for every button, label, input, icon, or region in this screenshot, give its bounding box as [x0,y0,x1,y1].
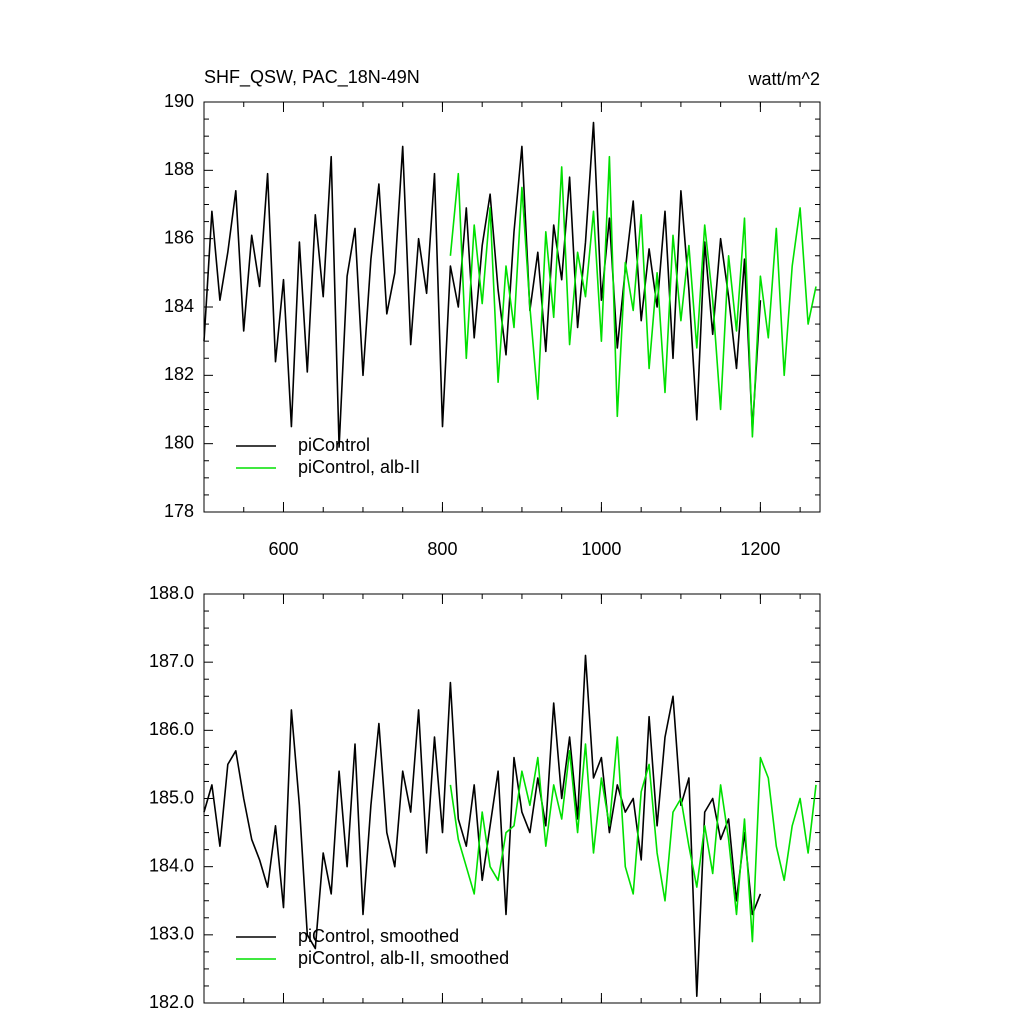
chart-title: SHF_QSW, PAC_18N-49N [204,67,420,88]
y-tick-label: 184.0 [149,855,194,875]
y-tick-label: 178 [164,501,194,521]
y-tick-label: 190 [164,91,194,111]
y-tick-label: 185.0 [149,787,194,807]
series-line [449,736,817,943]
legend-label: piControl, alb-II [298,457,420,477]
y-tick-label: 184 [164,296,194,316]
series-line [203,654,762,997]
plot-frame [203,101,821,513]
y-tick-label: 186 [164,227,194,247]
y-tick-label: 187.0 [149,651,194,671]
legend-label: piControl, alb-II, smoothed [298,948,509,968]
y-tick-label: 182 [164,364,194,384]
x-tick-label: 1000 [581,539,621,559]
y-tick-label: 182.0 [149,992,194,1012]
y-tick-label: 188.0 [149,583,194,603]
plot-frame [203,593,821,1004]
x-tick-label: 1200 [740,539,780,559]
y-tick-label: 183.0 [149,924,194,944]
legend-label: piControl, smoothed [298,926,459,946]
units-label: watt/m^2 [748,69,820,89]
series-line [203,121,762,448]
y-tick-label: 186.0 [149,719,194,739]
series-line [449,155,817,438]
x-tick-label: 600 [268,539,298,559]
legend-label: piControl [298,435,370,455]
y-tick-label: 188 [164,159,194,179]
y-tick-label: 180 [164,432,194,452]
x-tick-label: 800 [427,539,457,559]
